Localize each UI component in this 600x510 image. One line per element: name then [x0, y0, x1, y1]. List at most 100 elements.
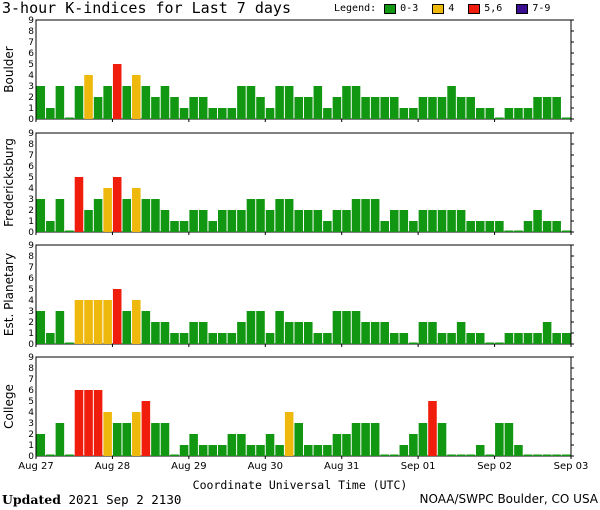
k-index-bar	[227, 108, 237, 119]
k-index-bar	[533, 97, 542, 119]
k-index-bar	[533, 333, 542, 344]
k-index-bar	[313, 210, 323, 232]
y-tick-label: 1	[28, 329, 34, 339]
k-index-bar	[447, 86, 456, 119]
k-index-bar	[380, 322, 389, 344]
y-tick-label: 0	[28, 340, 34, 350]
k-index-bar	[265, 434, 275, 456]
k-index-bar	[418, 423, 428, 456]
k-index-bar	[552, 97, 561, 119]
legend-item-label: 7-9	[532, 3, 551, 14]
y-tick-label: 2	[28, 430, 34, 440]
k-index-bar	[151, 322, 160, 344]
k-index-bar	[294, 423, 303, 456]
k-index-bar	[342, 210, 351, 232]
k-index-bar	[151, 97, 160, 119]
k-index-bar	[170, 97, 179, 119]
station-label: Boulder	[2, 46, 16, 93]
k-index-bar	[409, 342, 418, 344]
k-index-bar	[514, 445, 523, 456]
k-index-bar	[65, 117, 74, 119]
k-index-bar	[399, 445, 409, 456]
legend-swatch-purple	[516, 3, 529, 14]
k-index-bar	[304, 445, 313, 456]
y-tick-label: 7	[28, 263, 34, 273]
k-index-bar	[189, 210, 198, 232]
k-index-bar	[342, 311, 351, 344]
k-index-bar	[122, 199, 132, 232]
k-index-bar	[447, 333, 456, 344]
k-index-bar	[284, 322, 294, 344]
x-tick-label: Aug 30	[248, 461, 283, 472]
y-tick-label: 8	[28, 252, 34, 262]
k-index-bar	[370, 97, 380, 119]
k-index-bar	[332, 311, 342, 344]
k-index-bar	[170, 454, 179, 456]
updated-label: Updated	[2, 492, 61, 507]
k-index-bar	[523, 221, 533, 232]
y-tick-label: 3	[28, 82, 34, 92]
k-index-bar	[198, 445, 208, 456]
k-index-bar	[332, 210, 342, 232]
k-index-bar	[361, 322, 370, 344]
panel-frame	[35, 132, 572, 233]
legend-item-label: 5,6	[484, 3, 503, 14]
k-index-bar	[256, 199, 265, 232]
k-index-bar	[523, 454, 533, 456]
k-index-bar	[475, 221, 485, 232]
y-tick-label: 8	[28, 27, 34, 37]
k-index-bar	[84, 210, 93, 232]
k-index-bar	[170, 333, 179, 344]
y-tick-label: 5	[28, 397, 34, 407]
k-index-bar	[466, 333, 475, 344]
k-index-bar	[332, 434, 342, 456]
k-index-bar	[542, 454, 552, 456]
k-index-bar	[475, 333, 485, 344]
x-tick-label: Aug 28	[95, 461, 130, 472]
k-index-bar	[351, 423, 361, 456]
k-index-bar	[160, 322, 170, 344]
k-index-bar	[84, 390, 93, 456]
k-index-bar	[46, 333, 55, 344]
k-index-bar	[418, 97, 428, 119]
k-index-bar	[409, 221, 418, 232]
k-index-bar	[65, 454, 74, 456]
k-index-bar	[542, 322, 552, 344]
k-index-bar	[189, 434, 198, 456]
k-index-bar	[370, 322, 380, 344]
k-index-bar	[36, 199, 46, 232]
k-index-bar	[342, 86, 351, 119]
k-index-bar	[399, 333, 409, 344]
k-index-bar	[361, 199, 370, 232]
legend-item-5-6: 5,6	[468, 3, 502, 14]
y-tick-label: 0	[28, 115, 34, 125]
chart-title: 3-hour K-indices for Last 7 days	[2, 0, 291, 17]
k-index-bar	[342, 434, 351, 456]
k-index-bar	[533, 210, 542, 232]
k-index-bar	[141, 199, 151, 232]
y-tick-label: 7	[28, 151, 34, 161]
k-index-bar	[160, 423, 170, 456]
legend-item-0-3: 0-3	[384, 3, 418, 14]
k-index-bar	[561, 117, 571, 119]
k-index-bar	[437, 97, 447, 119]
y-tick-label: 8	[28, 140, 34, 150]
k-index-bar	[198, 322, 208, 344]
legend-item-7-9: 7-9	[516, 3, 550, 14]
k-index-bar	[428, 210, 437, 232]
k-index-bar	[351, 311, 361, 344]
y-tick-label: 0	[28, 452, 34, 462]
updated-timestamp: Updated 2021 Sep 2 2130	[2, 492, 181, 507]
y-tick-label: 9	[28, 353, 34, 363]
x-tick-label: Aug 29	[171, 461, 206, 472]
k-index-bar	[74, 177, 84, 232]
k-index-bar	[55, 86, 65, 119]
k-index-bar	[389, 97, 399, 119]
k-index-bar	[561, 333, 571, 344]
k-index-bar	[389, 210, 399, 232]
k-index-bar	[93, 300, 103, 344]
y-tick-label: 4	[28, 71, 34, 81]
k-index-bar	[141, 311, 151, 344]
k-index-bar	[275, 445, 284, 456]
y-tick-label: 2	[28, 206, 34, 216]
